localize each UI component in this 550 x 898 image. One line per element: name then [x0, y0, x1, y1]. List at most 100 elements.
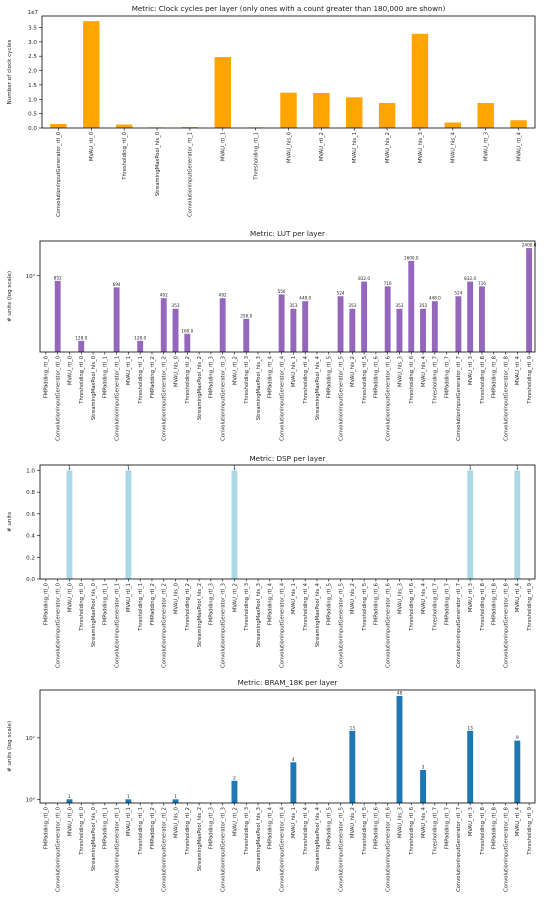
x-tick-label: FMPadding_rtl_3 [209, 583, 215, 625]
value-label: 1 [516, 465, 519, 470]
x-tick-label: ConvolutionInputGenerator_rtl_3 [220, 807, 226, 892]
x-tick-label: FMPadding_rtl_7 [444, 807, 450, 849]
x-tick-label: MVAU_hls_1 [352, 132, 358, 163]
x-tick-label: StreamingMaxPool_hls_2 [197, 356, 203, 420]
bar [313, 92, 330, 128]
value-label: 716 [478, 281, 486, 286]
value-label: 48 [397, 690, 403, 695]
x-tick-label: Thresholding_rtl_6 [409, 583, 415, 632]
x-tick-label: ConvolutionInputGenerator_rtl_4 [279, 582, 285, 668]
x-tick-label: StreamingMaxPool_hls_0 [91, 583, 97, 647]
bar [172, 308, 179, 352]
x-tick-label: FMPadding_rtl_1 [103, 807, 109, 849]
bar [467, 730, 474, 803]
bar [420, 769, 426, 803]
value-label: 832.0 [358, 276, 370, 281]
x-tick-label: MVAU_rtl_4 [515, 355, 521, 385]
y-tick-label: 0.2 [26, 555, 35, 561]
chart-title: Metric: DSP per layer [249, 454, 325, 463]
y-tick-label: 1.0 [28, 97, 37, 103]
y-tick-label: 0.6 [26, 512, 35, 518]
x-tick-label: ConvolutionInputGenerator_rtl_7 [456, 583, 462, 668]
x-tick-label: Thresholding_rtl_4 [303, 806, 309, 855]
x-tick-label: MVAU_rtl_3 [468, 356, 474, 385]
bar [66, 470, 73, 579]
value-label: 852 [54, 275, 62, 280]
x-tick-label: Thresholding_rtl_7 [433, 583, 439, 632]
bar [408, 260, 415, 352]
x-tick-label: FMPadding_rtl_4 [268, 355, 274, 398]
x-tick-label: MVAU_rtl_0 [67, 807, 73, 836]
value-label: 2400.0 [522, 243, 537, 248]
x-tick-label: MVAU_hls_1 [291, 356, 297, 387]
x-tick-label: StreamingMaxPool_hls_0 [91, 356, 97, 420]
x-tick-label: MVAU_rtl_4 [515, 806, 521, 836]
chart-title: Metric: LUT per layer [250, 229, 325, 238]
x-tick-label: Thresholding_rtl_3 [244, 807, 250, 856]
x-tick-label: ConvolutionInputGenerator_rtl_8 [503, 356, 509, 441]
x-tick-label: MVAU_hls_1 [291, 583, 297, 614]
bar [83, 21, 100, 128]
plot-frame [41, 15, 536, 129]
bar [243, 318, 250, 352]
x-tick-label: MVAU_rtl_1 [126, 356, 132, 385]
x-tick-label: MVAU_rtl_3 [468, 583, 474, 612]
value-label: 1 [127, 465, 130, 470]
x-tick-label: MVAU_rtl_1 [126, 807, 132, 836]
x-tick-label: StreamingMaxPool_hls_2 [197, 583, 203, 647]
value-label: 353 [172, 303, 180, 308]
x-tick-label: FMPadding_rtl_0 [44, 356, 50, 398]
x-tick-label: MVAU_hls_4 [421, 806, 427, 838]
x-tick-label: Thresholding_rtl_9 [527, 583, 533, 632]
x-tick-label: ConvolutionInputGenerator_rtl_7 [456, 807, 462, 892]
x-tick-label: Thresholding_rtl_1 [253, 132, 259, 181]
x-tick-label: Thresholding_rtl_8 [480, 583, 486, 632]
bar [384, 286, 391, 352]
value-label: 160.0 [181, 328, 193, 333]
x-tick-label: ConvolutionInputGenerator_rtl_0 [56, 132, 62, 217]
x-tick-label: ConvolutionInputGenerator_rtl_0 [55, 583, 61, 668]
x-tick-label: Thresholding_rtl_0 [79, 807, 85, 856]
value-label: 353 [348, 303, 356, 308]
x-tick-label: FMPadding_rtl_1 [103, 356, 109, 398]
value-label: 1 [233, 465, 236, 470]
x-tick-label: MVAU_rtl_2 [232, 807, 238, 836]
y-tick-label: 1.5 [28, 83, 37, 89]
x-tick-label: StreamingMaxPool_hls_2 [197, 807, 203, 871]
x-tick-label: StreamingMaxPool_hls_3 [256, 807, 262, 871]
x-tick-label: MVAU_rtl_0 [89, 132, 95, 161]
bar [290, 762, 297, 803]
x-tick-label: MVAU_rtl_4 [516, 131, 522, 161]
x-tick-label: ConvolutionInputGenerator_rtl_0 [55, 356, 61, 441]
x-tick-label: MVAU_hls_0 [286, 132, 292, 163]
x-tick-label: Thresholding_rtl_1 [138, 583, 144, 632]
bar [349, 308, 356, 352]
bar [514, 740, 521, 803]
x-tick-label: MVAU_rtl_2 [319, 132, 325, 161]
x-tick-label: FMPadding_rtl_1 [103, 583, 109, 625]
value-label: 716 [384, 281, 392, 286]
x-tick-label: StreamingMaxPool_hls_0 [155, 132, 161, 196]
y-tick-label: 10³ [26, 273, 35, 280]
y-axis-label: # units [7, 512, 13, 532]
bar [115, 124, 133, 128]
y-tick-label: 1.0 [26, 468, 35, 474]
x-tick-label: Thresholding_rtl_2 [185, 356, 191, 405]
x-tick-label: ConvolutionInputGenerator_rtl_5 [338, 807, 344, 892]
x-tick-label: FMPadding_rtl_2 [150, 583, 156, 625]
x-tick-label: ConvolutionInputGenerator_rtl_1 [188, 132, 194, 217]
bar [181, 127, 199, 128]
bar [510, 120, 527, 128]
x-tick-label: MVAU_rtl_3 [468, 807, 474, 836]
y-tick-label: 10⁰ [26, 796, 36, 803]
x-tick-label: MVAU_hls_3 [418, 132, 424, 163]
x-tick-label: FMPadding_rtl_7 [444, 583, 450, 625]
bar [349, 730, 356, 803]
x-tick-label: StreamingMaxPool_hls_4 [315, 582, 321, 647]
value-label: 9 [516, 735, 519, 740]
bar [396, 308, 403, 352]
x-tick-label: MVAU_hls_4 [421, 582, 427, 614]
y-tick-label: 0.8 [26, 490, 35, 496]
bar [172, 799, 179, 803]
y-axis-label: Number of clock cycles [7, 39, 13, 104]
